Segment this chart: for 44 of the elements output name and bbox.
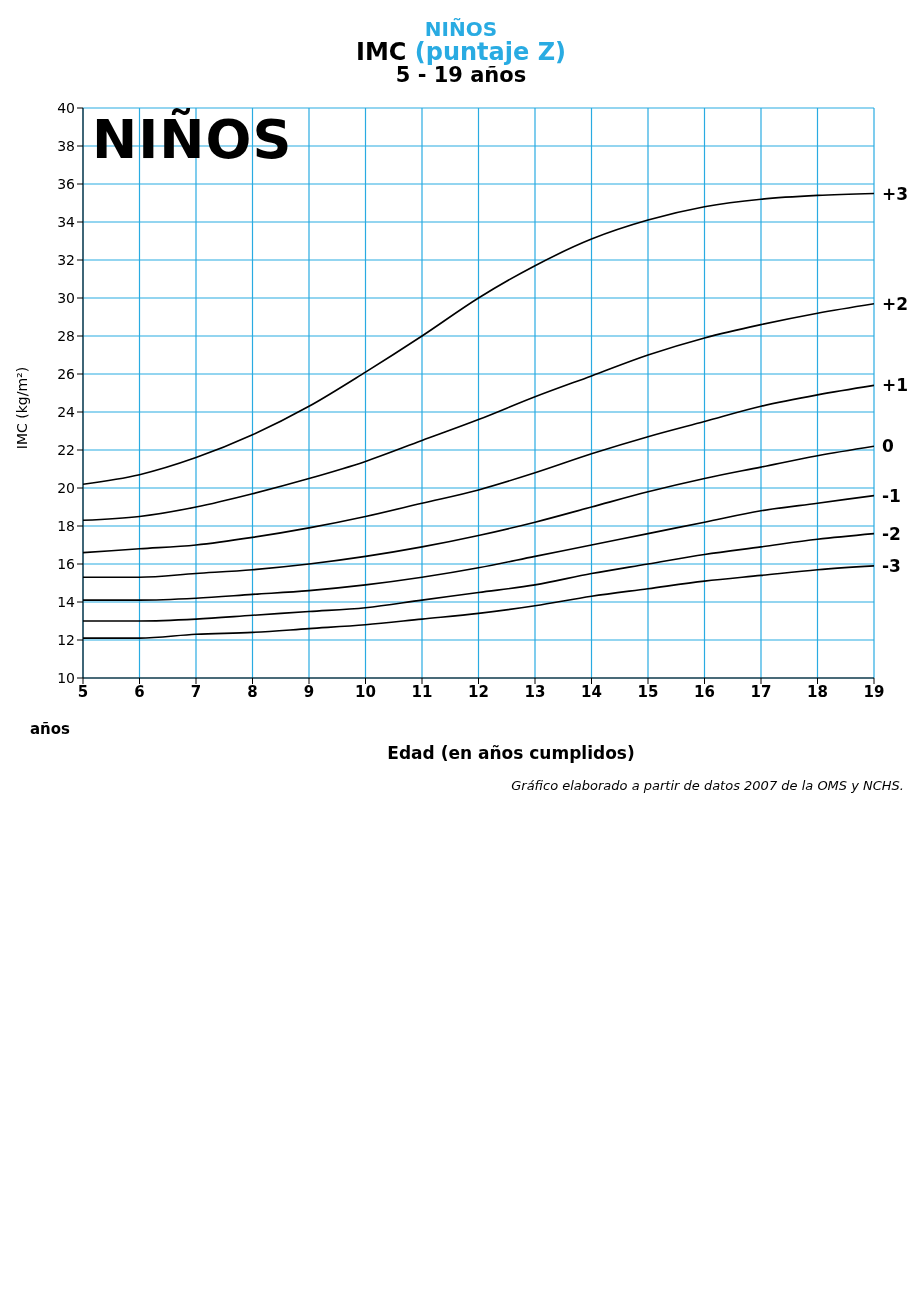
y-tick-label: 40 xyxy=(57,99,75,116)
x-tick-label: 13 xyxy=(524,682,546,701)
text: Gráfico elaborado a partir de datos 2007 de la OMS y NCHS. xyxy=(511,778,904,793)
chart-subtitle: IMC (puntaje Z) xyxy=(355,38,567,66)
series-label: -2 xyxy=(882,523,901,544)
x-tick-label: 10 xyxy=(355,682,376,701)
x-tick-label: 18 xyxy=(807,682,828,701)
y-tick-label: 30 xyxy=(57,289,75,306)
y-tick-label: 34 xyxy=(57,213,76,230)
y-axis-title: IMC (kg/m²) xyxy=(14,366,30,450)
y-tick-label: 26 xyxy=(57,365,76,382)
series-label: 0 xyxy=(882,436,894,457)
y-tick-label: 12 xyxy=(57,631,75,648)
x-tick-label: 11 xyxy=(411,682,433,701)
x-tick-label: 6 xyxy=(134,682,145,701)
y-tick-label: 10 xyxy=(57,669,75,686)
x-tick-label: 7 xyxy=(190,682,202,701)
y-tick-label: 16 xyxy=(57,555,76,572)
x-tick-label: 8 xyxy=(247,682,258,701)
x-tick-label: 15 xyxy=(637,682,659,701)
y-tick-label: 20 xyxy=(57,479,75,496)
y-tick-label: 18 xyxy=(57,517,75,534)
series-label: +3 xyxy=(882,183,909,204)
y-tick-label: 24 xyxy=(57,403,76,420)
y-tick-label: 36 xyxy=(57,175,76,192)
x-tick-label: 16 xyxy=(694,682,715,701)
x-tick-label: 14 xyxy=(581,682,602,701)
series-label: +1 xyxy=(882,375,909,396)
x-tick-label: 17 xyxy=(750,682,772,701)
series-label: -1 xyxy=(882,485,901,506)
text: años xyxy=(30,720,71,738)
y-tick-label: 22 xyxy=(57,441,75,458)
series-label: +2 xyxy=(882,293,909,314)
series-label: -3 xyxy=(882,555,901,576)
y-tick-label: 14 xyxy=(57,593,76,610)
x-tick-label: 19 xyxy=(863,682,885,701)
y-tick-label: 28 xyxy=(57,327,75,344)
x-tick-label: 12 xyxy=(468,682,489,701)
x-tick-label: 5 xyxy=(77,682,89,701)
y-tick-label: 38 xyxy=(57,137,75,154)
chart-title: NIÑOS xyxy=(424,17,498,41)
x-tick-label: 9 xyxy=(303,682,315,701)
y-tick-label: 32 xyxy=(57,251,75,268)
x-axis-title: Edad (en años cumplidos) xyxy=(387,743,635,763)
